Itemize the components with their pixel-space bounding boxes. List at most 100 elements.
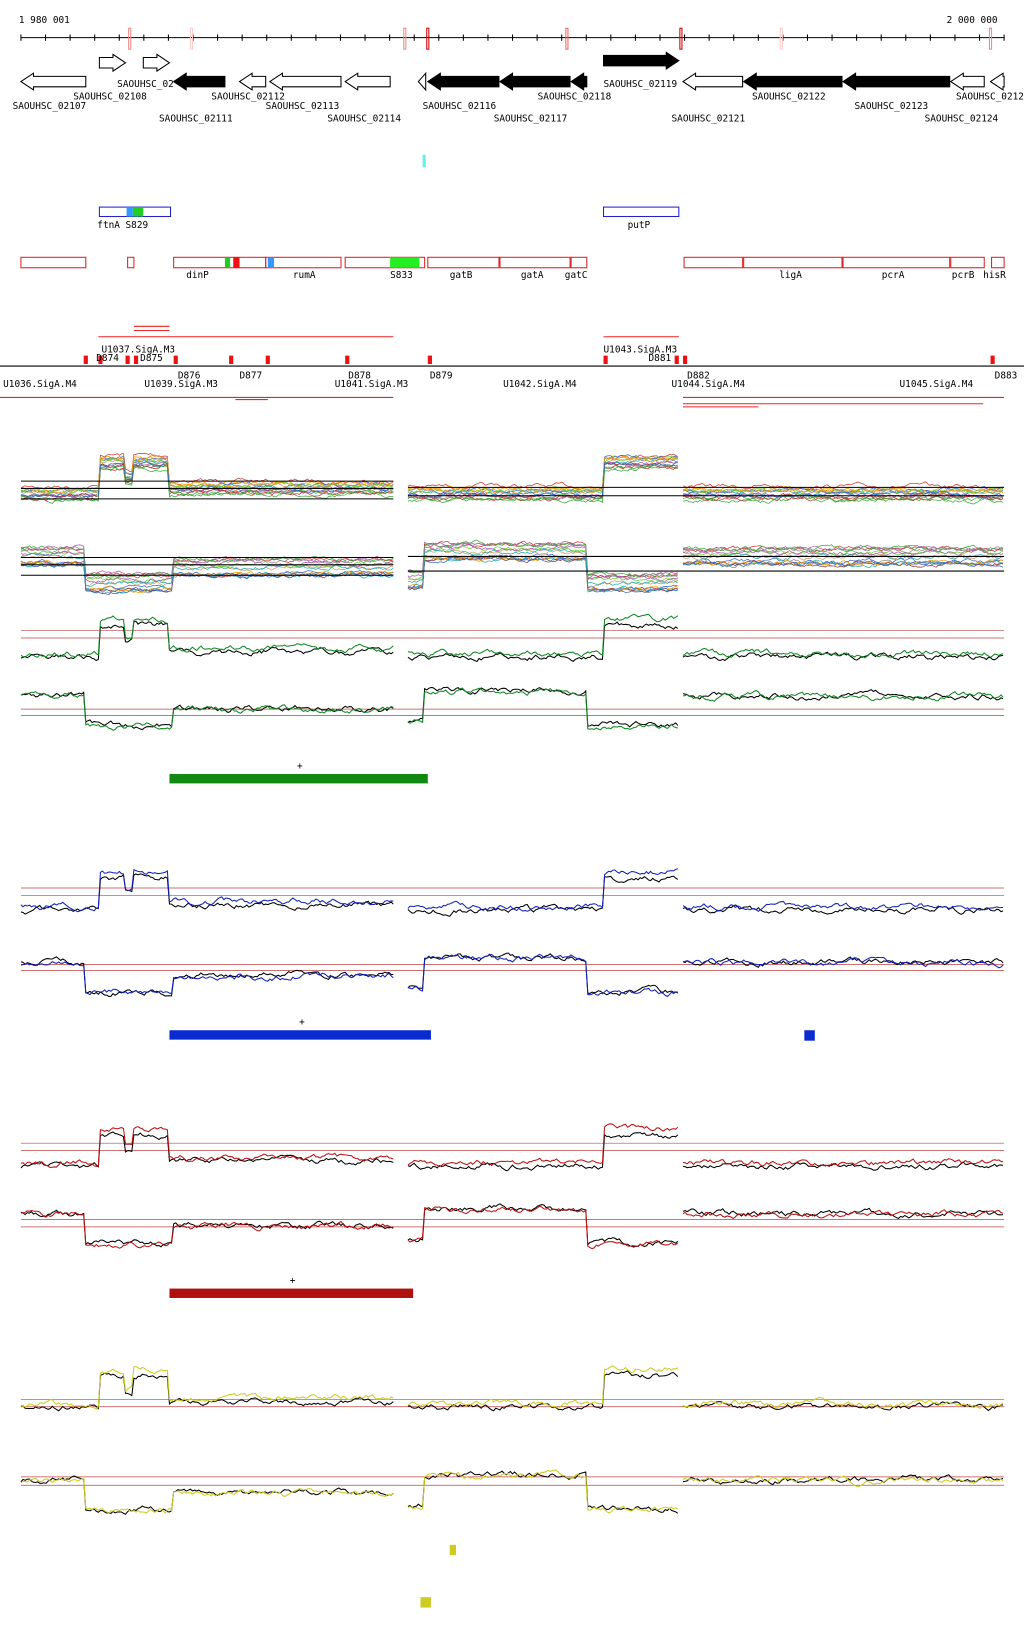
- feature-fill: [224, 257, 231, 268]
- ruler-mark: [426, 27, 430, 50]
- profile-trace: [682, 552, 1004, 561]
- profile-trace: [407, 547, 678, 588]
- operon-label: D878: [348, 371, 371, 382]
- profile-trace: [407, 1470, 679, 1514]
- feature-fill: [267, 257, 275, 268]
- operon-label: U1039.SigA.M3: [144, 379, 218, 390]
- operon-label: U1045.SigA.M4: [900, 379, 974, 390]
- feature-label: S833: [390, 270, 413, 281]
- profile-trace: [20, 454, 394, 493]
- profile-trace: [20, 458, 394, 495]
- profile-trace: [20, 620, 394, 662]
- gene-arrow: [172, 72, 226, 91]
- profile-trace: [682, 546, 1004, 554]
- profile-trace: [20, 1372, 394, 1412]
- profile-trace: [407, 462, 678, 500]
- operon-label: D876: [178, 371, 201, 382]
- profile-trace: [20, 554, 394, 587]
- feature-box: [265, 256, 342, 269]
- feature-box: [499, 256, 571, 269]
- gene-arrow: [238, 72, 267, 91]
- panel-mark: +: [290, 1275, 296, 1286]
- profile-trace: [407, 463, 678, 502]
- profile-trace: [682, 900, 1004, 912]
- gene-arrow: [268, 72, 342, 91]
- gene-arrow: [682, 72, 744, 91]
- gene-label: SAOUHSC_02111: [159, 113, 233, 124]
- gene-arrow: [499, 72, 571, 91]
- profile-trace: [20, 1126, 394, 1169]
- gene-label: SAOUHSC_02124: [925, 113, 999, 124]
- feature-box: [127, 256, 135, 269]
- profile-trace: [20, 561, 394, 594]
- feature-fill: [390, 257, 420, 268]
- feature-label: ligA: [779, 270, 802, 281]
- profile-trace: [407, 457, 678, 495]
- feature-label: ftnA: [97, 220, 120, 231]
- profile-trace: [20, 1209, 394, 1248]
- ruler-mark: [779, 27, 783, 50]
- feature-box: [743, 256, 843, 269]
- operon-label: U1042.SigA.M4: [503, 379, 577, 390]
- gene-label: SAOUHSC_02123: [855, 101, 929, 112]
- gene-arrow: [989, 72, 1005, 91]
- profile-trace: [407, 1205, 679, 1250]
- gene-label: SAOUHSC_02118: [538, 91, 612, 102]
- profile-trace: [682, 904, 1004, 915]
- profile-trace: [20, 560, 394, 594]
- profile-trace: [407, 1131, 679, 1172]
- feature-box: [683, 256, 744, 269]
- profile-trace: [20, 1210, 394, 1249]
- gene-label: SAOUHSC_02114: [327, 113, 401, 124]
- gene-label: SAOUHSC_02107: [13, 101, 87, 112]
- feature-label: dinP: [186, 270, 209, 281]
- operon-mark: [683, 355, 688, 364]
- feature-box: [20, 256, 87, 269]
- profile-trace: [20, 546, 394, 579]
- gene-label: SAOUHSC_02117: [494, 113, 568, 124]
- operon-label: D881: [648, 353, 671, 364]
- profile-trace: [407, 464, 678, 502]
- operon-label: U1043.SigA.M3: [604, 344, 678, 355]
- gene-arrow: [417, 71, 427, 92]
- profile-trace: [20, 562, 394, 596]
- operon-label: D883: [995, 371, 1018, 382]
- gene-label: SAOUHSC_0212: [956, 91, 1024, 102]
- operon-label: U1041.SigA.M3: [335, 379, 409, 390]
- operon-mark: [125, 355, 130, 364]
- gene-label: SAOUHSC_02116: [423, 101, 497, 112]
- operon-label: D877: [240, 371, 263, 382]
- feature-label: pcrB: [952, 270, 975, 281]
- gene-arrow: [949, 72, 985, 91]
- profile-trace: [20, 463, 394, 498]
- ruler-mark: [565, 27, 569, 50]
- profile-trace: [407, 687, 678, 731]
- profile-trace: [20, 455, 394, 494]
- profile-trace: [407, 953, 678, 998]
- feature-label: gatB: [450, 270, 473, 281]
- gene-label: SAOUHSC_02108: [73, 91, 147, 102]
- gene-label: SAOUHSC_02: [117, 79, 174, 90]
- significance-bar: [169, 773, 428, 784]
- profile-trace: [407, 613, 679, 658]
- profile-trace: [20, 615, 394, 658]
- profile-trace: [20, 956, 394, 997]
- profile-trace: [407, 556, 678, 593]
- profile-trace: [407, 454, 678, 495]
- feature-box: [602, 206, 680, 218]
- profile-trace: [682, 496, 1004, 505]
- ruler-mark: [679, 27, 683, 50]
- profile-trace: [20, 550, 394, 583]
- profile-trace: [407, 548, 678, 586]
- profile-trace: [407, 556, 678, 593]
- significance-bar: [420, 1597, 431, 1608]
- ruler-mark: [128, 27, 132, 50]
- ruler-start: 1 980 001: [19, 15, 70, 26]
- profile-trace: [682, 560, 1004, 568]
- feature-label: putP: [628, 220, 651, 231]
- profile-trace: [682, 558, 1004, 567]
- profile-trace: [20, 691, 394, 731]
- feature-box: [344, 256, 426, 269]
- profile-trace: [407, 868, 678, 912]
- profile-trace: [682, 1396, 1004, 1410]
